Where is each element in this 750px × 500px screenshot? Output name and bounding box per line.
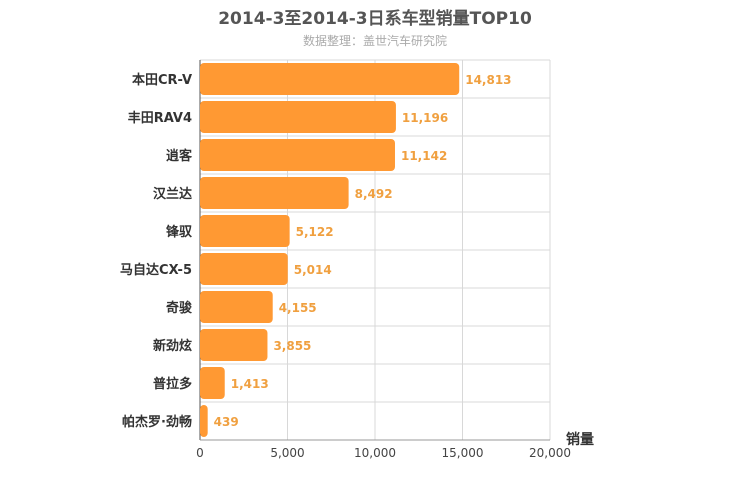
data-label: 5,122	[296, 225, 334, 239]
x-tick-label: 10,000	[354, 446, 396, 460]
data-label: 11,142	[401, 149, 447, 163]
x-tick-label: 20,000	[529, 446, 571, 460]
category-label: 新劲炫	[153, 338, 192, 354]
data-label: 1,413	[231, 377, 269, 391]
bar	[200, 215, 290, 247]
data-label: 14,813	[465, 73, 511, 87]
bar	[200, 253, 288, 285]
chart-subtitle: 数据整理：盖世汽车研究院	[302, 34, 447, 48]
chart-title: 2014-3至2014-3日系车型销量TOP10	[218, 9, 532, 29]
category-label: 奇骏	[166, 300, 193, 316]
data-label: 5,014	[294, 263, 332, 277]
category-label: 帕杰罗·劲畅	[122, 414, 192, 430]
category-label: 锋驭	[166, 224, 193, 240]
bar	[200, 63, 460, 95]
data-label: 4,155	[279, 301, 317, 315]
bar	[200, 367, 225, 399]
data-label: 3,855	[273, 339, 311, 353]
x-tick-label: 5,000	[270, 446, 304, 460]
data-label: 11,196	[402, 111, 448, 125]
data-label: 439	[214, 415, 239, 429]
x-tick-label: 0	[196, 446, 204, 460]
bar	[200, 405, 208, 437]
bar	[200, 291, 273, 323]
category-label: 丰田RAV4	[128, 110, 192, 126]
category-label: 马自达CX-5	[120, 262, 192, 278]
data-label: 8,492	[355, 187, 393, 201]
bar	[200, 329, 268, 361]
bar	[200, 139, 395, 171]
category-label: 汉兰达	[153, 186, 192, 202]
bar	[200, 177, 349, 209]
bar	[200, 101, 396, 133]
category-label: 逍客	[166, 148, 193, 164]
category-label: 普拉多	[153, 376, 192, 392]
x-axis-title: 销量	[566, 431, 594, 448]
category-label: 本田CR-V	[132, 72, 192, 88]
x-tick-label: 15,000	[442, 446, 484, 460]
